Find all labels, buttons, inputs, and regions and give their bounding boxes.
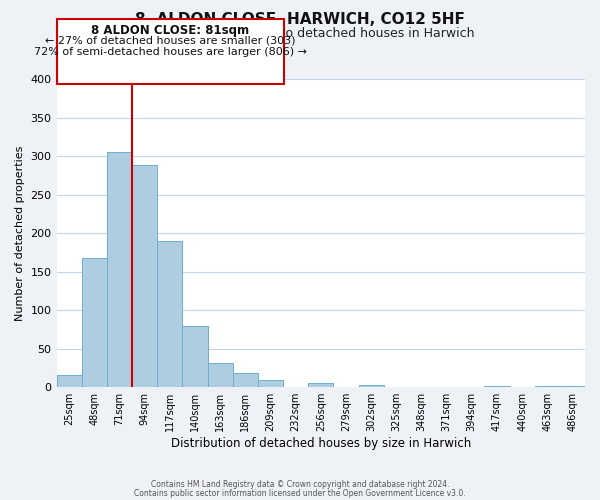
Bar xyxy=(258,380,283,387)
Bar xyxy=(56,375,82,387)
Text: 8, ALDON CLOSE, HARWICH, CO12 5HF: 8, ALDON CLOSE, HARWICH, CO12 5HF xyxy=(135,12,465,28)
Y-axis label: Number of detached properties: Number of detached properties xyxy=(15,146,25,321)
Text: 72% of semi-detached houses are larger (806) →: 72% of semi-detached houses are larger (… xyxy=(34,46,307,56)
Bar xyxy=(132,166,157,387)
Bar xyxy=(359,385,383,387)
Bar xyxy=(82,258,107,387)
Bar xyxy=(484,386,509,387)
Bar xyxy=(182,326,208,387)
Bar xyxy=(560,386,585,387)
X-axis label: Distribution of detached houses by size in Harwich: Distribution of detached houses by size … xyxy=(170,437,471,450)
Text: Contains public sector information licensed under the Open Government Licence v3: Contains public sector information licen… xyxy=(134,488,466,498)
Bar xyxy=(233,372,258,387)
Bar xyxy=(308,382,334,387)
Bar xyxy=(535,386,560,387)
Text: ← 27% of detached houses are smaller (303): ← 27% of detached houses are smaller (30… xyxy=(45,36,295,46)
Bar xyxy=(157,241,182,387)
Text: Contains HM Land Registry data © Crown copyright and database right 2024.: Contains HM Land Registry data © Crown c… xyxy=(151,480,449,489)
Text: 8 ALDON CLOSE: 81sqm: 8 ALDON CLOSE: 81sqm xyxy=(91,24,249,37)
Bar xyxy=(107,152,132,387)
Text: Size of property relative to detached houses in Harwich: Size of property relative to detached ho… xyxy=(126,28,474,40)
Bar xyxy=(208,362,233,387)
